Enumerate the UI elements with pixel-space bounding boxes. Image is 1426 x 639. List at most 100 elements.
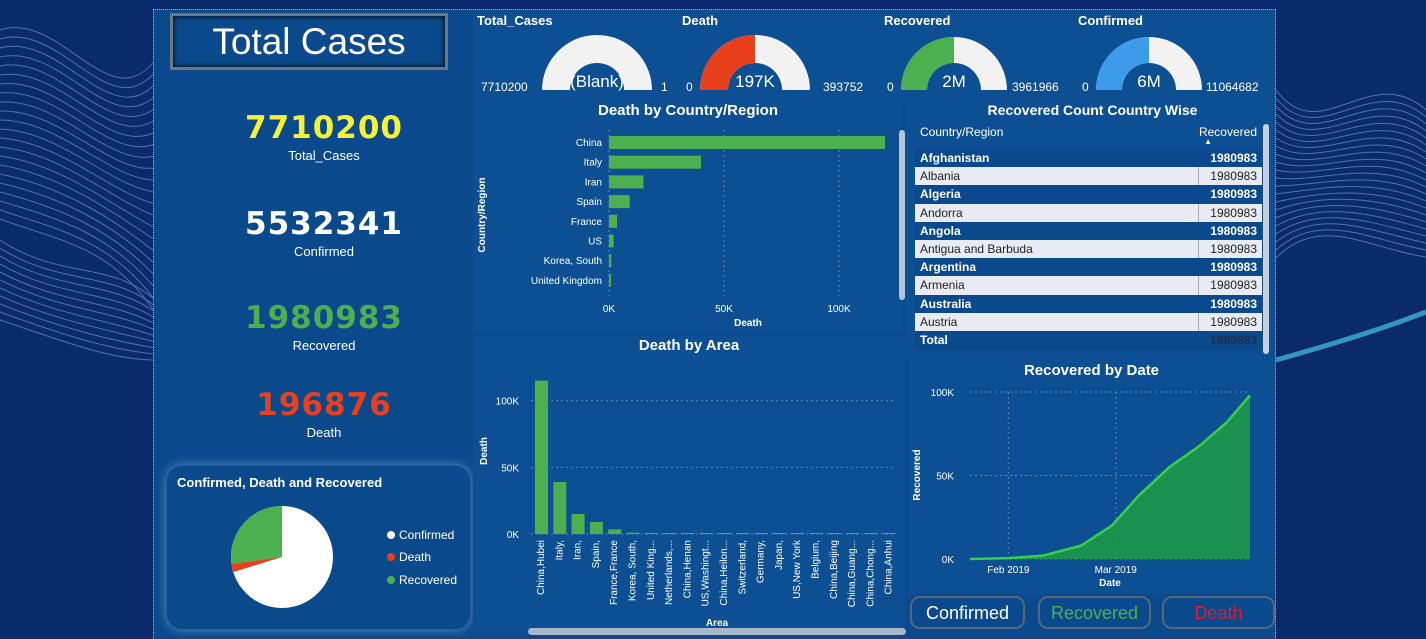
cell-country: Afghanistan [920,151,990,165]
total-label: Total [920,332,948,347]
table-row[interactable]: Antigua and Barbuda 1980983 [915,239,1262,259]
legend-dot [387,576,395,584]
y-tick-label: 100K [931,388,955,399]
gauge-min: 7710200 [481,80,528,94]
table-row[interactable]: Australia 1980983 [915,294,1262,313]
bar[interactable] [846,533,860,534]
table-row[interactable]: Afghanistan 1980983 [915,149,1262,168]
bar[interactable] [809,533,823,534]
table-row[interactable]: Angola 1980983 [915,221,1262,240]
table-row[interactable]: Algeria 1980983 [915,185,1262,204]
gauge-total-cases[interactable] [540,30,654,92]
total-value: 1980983 [1210,332,1257,347]
bar[interactable] [882,533,896,534]
cell-separator [1198,312,1199,331]
table-row[interactable]: Argentina 1980983 [915,258,1262,277]
recovered-button[interactable]: Recovered [1038,596,1151,629]
bar[interactable] [626,532,640,534]
cell-country: Austria [920,314,958,329]
cell-country: Armenia [920,278,965,293]
recovered-by-date-chart[interactable]: 0K 50K 100K Feb 2019 Mar 2019 Date Recovered [908,380,1275,594]
gauge-max: 3961966 [1012,80,1059,94]
bar[interactable] [754,533,768,534]
x-tick-label: Switzerland, [737,540,748,594]
bar[interactable] [535,380,548,534]
bar[interactable] [681,533,695,534]
country-chart-scrollbar[interactable] [899,130,905,300]
legend-confirmed[interactable]: Confirmed [387,528,454,542]
death-by-country-chart[interactable]: 0K 50K 100K China Italy Iran Spain France US Kore… [473,120,903,332]
kpi-value: 196876 [256,387,392,423]
bar[interactable] [609,175,644,189]
bar[interactable] [609,273,611,287]
gauge-death[interactable] [698,30,812,92]
bar[interactable] [608,529,622,534]
gauge-min: 0 [1082,80,1089,94]
gauge-recovered[interactable] [899,30,1009,92]
legend-dot [387,531,395,539]
bar[interactable] [718,533,731,534]
x-tick-label: Netherlands,... [664,540,675,605]
bar[interactable] [571,514,585,534]
kpi-label: Death [306,425,342,440]
y-tick-label: Iran [585,177,602,188]
bar[interactable] [663,533,677,534]
pie-slice-recovered[interactable] [231,506,282,564]
x-axis-label: Death [734,318,762,329]
bar[interactable] [736,533,750,534]
pie-chart-card[interactable]: Confirmed, Death and Recovered Confirmed… [166,465,471,630]
kpi-label: Total_Cases [288,148,360,163]
pie-chart[interactable] [227,502,337,612]
bar[interactable] [699,533,713,534]
legend-recovered[interactable]: Recovered [387,573,457,587]
table-row[interactable]: Austria 1980983 [915,312,1262,331]
y-tick-label: Italy [584,158,602,169]
chart-title: Death by Area [638,337,740,354]
gauge-value: 197K [735,72,775,91]
bar[interactable] [609,234,614,248]
bar[interactable] [772,533,786,534]
table-row[interactable]: Armenia 1980983 [915,276,1262,295]
recovered-table[interactable]: Country/Region Recovered ▲ Afghanistan 19… [915,122,1262,356]
table-row[interactable]: Andorra 1980983 [915,203,1262,222]
bar[interactable] [827,533,841,534]
legend-death[interactable]: Death [387,550,431,564]
bar[interactable] [791,533,805,534]
gauge-min: 0 [686,80,693,94]
sort-arrow-icon: ▲ [1204,137,1212,146]
table-row[interactable]: Albania 1980983 [915,167,1262,186]
y-tick-label: 100K [496,397,520,408]
cell-separator [1198,167,1199,186]
y-axis-label: Country/Region [477,178,488,253]
x-tick-label: China,Heilon... [719,540,730,606]
death-by-area-chart[interactable]: 0K 50K 100K China,Hubei Italy, Iran, Spain, Fra… [473,356,905,631]
column-header-country[interactable]: Country/Region [920,125,1004,139]
bar[interactable] [609,136,885,149]
x-tick-label: China,Anhui [884,540,895,594]
kpi-total-cases: 7710200 Total_Cases [172,110,476,163]
confirmed-button[interactable]: Confirmed [910,596,1025,629]
bar[interactable] [553,482,567,534]
bar[interactable] [589,522,603,534]
area-chart-scrollbar[interactable] [528,628,906,635]
table-scrollbar[interactable] [1263,124,1269,354]
cell-recovered: 1980983 [1210,260,1257,275]
pie-slice-death[interactable] [231,557,283,572]
button-label: Death [1194,603,1243,623]
cell-country: Angola [920,223,961,238]
gauge-title-total-cases: Total_Cases [477,13,553,28]
bar[interactable] [609,195,630,209]
bar[interactable] [609,214,618,228]
x-tick-label: Spain, [591,540,602,568]
button-label: Confirmed [925,603,1010,623]
y-tick-label: China [576,138,603,149]
bar[interactable] [609,155,701,169]
death-button[interactable]: Death [1162,596,1275,629]
gauge-confirmed[interactable] [1094,30,1204,92]
column-header-recovered[interactable]: Recovered [1198,125,1257,139]
bar[interactable] [609,254,612,268]
title-box: Total Cases [170,13,448,70]
cell-separator [1198,239,1199,259]
bar[interactable] [864,533,878,534]
bar[interactable] [644,532,658,534]
